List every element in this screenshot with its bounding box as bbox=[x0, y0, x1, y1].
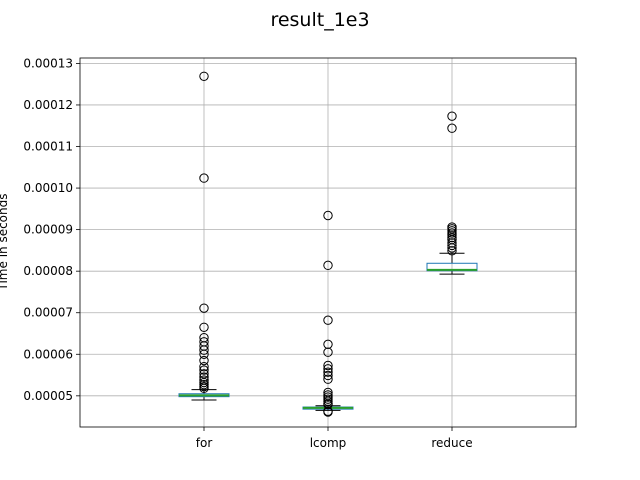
outlier-point bbox=[323, 399, 333, 410]
outlier-point bbox=[447, 123, 457, 133]
outlier-point bbox=[447, 238, 457, 248]
outlier-point bbox=[323, 315, 333, 325]
outlier-point bbox=[199, 71, 209, 81]
outlier-point bbox=[323, 360, 333, 371]
outlier-point bbox=[447, 243, 457, 253]
outlier-point bbox=[447, 111, 457, 121]
y-tick-label: 0.00006 bbox=[23, 347, 73, 361]
chart-title: result_1e3 bbox=[270, 9, 369, 31]
y-tick-label: 0.00005 bbox=[23, 389, 73, 403]
outlier-point bbox=[199, 349, 209, 359]
outlier-point bbox=[199, 362, 209, 372]
outlier-point bbox=[199, 365, 209, 375]
x-tick-label: for bbox=[196, 436, 213, 450]
outlier-point bbox=[323, 260, 333, 271]
outlier-point bbox=[199, 322, 209, 332]
outlier-point bbox=[199, 173, 209, 183]
outlier-point bbox=[199, 303, 209, 313]
y-axis-label: Time in seconds bbox=[0, 194, 10, 292]
plot-frame bbox=[79, 57, 577, 428]
outlier-point bbox=[447, 246, 457, 256]
outlier-point bbox=[199, 372, 209, 382]
outlier-point bbox=[447, 240, 457, 251]
outlier-point bbox=[199, 383, 209, 394]
y-tick-label: 0.00007 bbox=[23, 306, 73, 320]
outlier-point bbox=[323, 347, 333, 357]
y-tick-label: 0.00008 bbox=[23, 264, 73, 278]
outlier-point bbox=[323, 210, 333, 221]
outlier-point bbox=[199, 345, 209, 355]
y-tick-label: 0.00010 bbox=[23, 181, 73, 195]
outlier-point bbox=[323, 339, 333, 350]
y-tick-label: 0.00009 bbox=[23, 223, 73, 237]
y-tick-label: 0.00012 bbox=[23, 98, 73, 112]
outlier-point bbox=[199, 355, 209, 366]
outlier-point bbox=[323, 407, 333, 417]
outlier-point bbox=[323, 364, 333, 374]
x-tick-label: reduce bbox=[431, 436, 472, 450]
outlier-point bbox=[323, 374, 333, 384]
x-tick-label: lcomp bbox=[310, 436, 347, 450]
y-tick-label: 0.00013 bbox=[23, 56, 73, 70]
outlier-point bbox=[447, 230, 457, 240]
y-tick-label: 0.00011 bbox=[23, 140, 73, 154]
outlier-point bbox=[323, 367, 333, 377]
outlier-point bbox=[323, 370, 333, 381]
plot-area: 0.00005 0.00006 0.00007 0.00008 0.00009 0.000… bbox=[23, 56, 577, 450]
